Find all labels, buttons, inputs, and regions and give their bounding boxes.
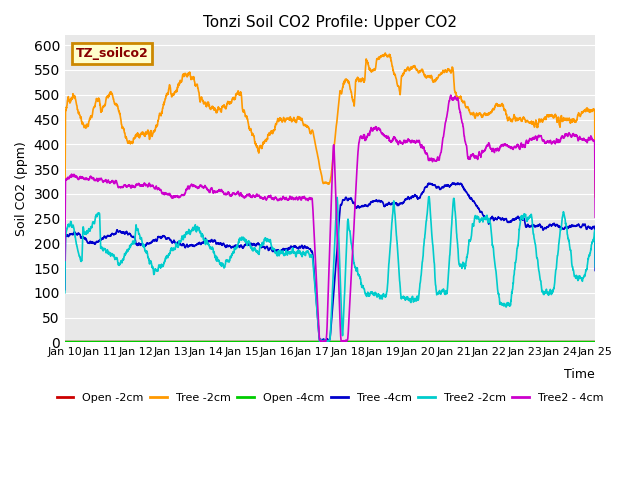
Tree2 - 4cm <box>264 194 272 200</box>
Tree -4cm <box>325 337 333 343</box>
Tree -4cm <box>449 180 456 186</box>
Tree2 -2cm <box>122 251 129 257</box>
Tree2 -2cm <box>316 339 324 345</box>
Open -4cm <box>61 339 68 345</box>
X-axis label: Time: Time <box>564 369 595 382</box>
Legend: Open -2cm, Tree -2cm, Open -4cm, Tree -4cm, Tree2 -2cm, Tree2 - 4cm: Open -2cm, Tree -2cm, Open -4cm, Tree -4… <box>52 388 608 408</box>
Text: TZ_soilco2: TZ_soilco2 <box>76 47 148 60</box>
Tree -2cm <box>591 194 599 200</box>
Tree2 -2cm <box>61 290 68 296</box>
Open -4cm <box>264 339 272 345</box>
Tree -2cm <box>287 116 295 121</box>
Tree2 - 4cm <box>581 138 589 144</box>
Open -4cm <box>581 339 589 345</box>
Tree2 -2cm <box>524 214 532 220</box>
Tree2 -2cm <box>153 267 161 273</box>
Open -4cm <box>591 339 599 345</box>
Line: Tree2 -2cm: Tree2 -2cm <box>65 197 595 342</box>
Tree2 - 4cm <box>122 182 129 188</box>
Tree -2cm <box>381 50 389 56</box>
Tree2 -2cm <box>591 264 599 270</box>
Open -2cm <box>122 339 129 345</box>
Tree2 -2cm <box>425 194 433 200</box>
Open -2cm <box>591 339 599 345</box>
Tree -2cm <box>122 133 129 139</box>
Tree2 - 4cm <box>153 185 161 191</box>
Tree -4cm <box>153 238 161 244</box>
Tree2 - 4cm <box>591 215 599 220</box>
Open -4cm <box>524 339 531 345</box>
Tree -4cm <box>122 231 129 237</box>
Open -2cm <box>61 339 68 345</box>
Open -2cm <box>264 339 272 345</box>
Line: Tree2 - 4cm: Tree2 - 4cm <box>65 95 595 343</box>
Tree2 -2cm <box>264 238 272 243</box>
Tree2 -2cm <box>287 250 295 256</box>
Open -4cm <box>122 339 129 345</box>
Tree -4cm <box>591 268 599 274</box>
Open -4cm <box>153 339 161 345</box>
Tree2 - 4cm <box>61 257 68 263</box>
Tree -2cm <box>524 119 532 124</box>
Line: Tree -4cm: Tree -4cm <box>65 183 595 340</box>
Tree2 - 4cm <box>447 92 454 98</box>
Tree -4cm <box>61 287 68 292</box>
Tree -4cm <box>524 222 532 228</box>
Tree -4cm <box>287 244 295 250</box>
Open -2cm <box>287 339 295 345</box>
Open -2cm <box>581 339 589 345</box>
Line: Tree -2cm: Tree -2cm <box>65 53 595 228</box>
Tree2 - 4cm <box>337 340 345 346</box>
Open -2cm <box>524 339 531 345</box>
Open -2cm <box>153 339 161 345</box>
Title: Tonzi Soil CO2 Profile: Upper CO2: Tonzi Soil CO2 Profile: Upper CO2 <box>203 15 457 30</box>
Tree -2cm <box>61 225 68 230</box>
Tree -4cm <box>264 247 272 252</box>
Y-axis label: Soil CO2 (ppm): Soil CO2 (ppm) <box>15 142 28 236</box>
Tree -2cm <box>264 132 272 137</box>
Tree2 - 4cm <box>287 196 295 202</box>
Tree -2cm <box>581 107 589 112</box>
Open -4cm <box>287 339 295 345</box>
Tree -4cm <box>581 222 589 228</box>
Tree2 - 4cm <box>524 140 532 145</box>
Tree2 -2cm <box>581 272 589 277</box>
Tree -2cm <box>153 123 161 129</box>
